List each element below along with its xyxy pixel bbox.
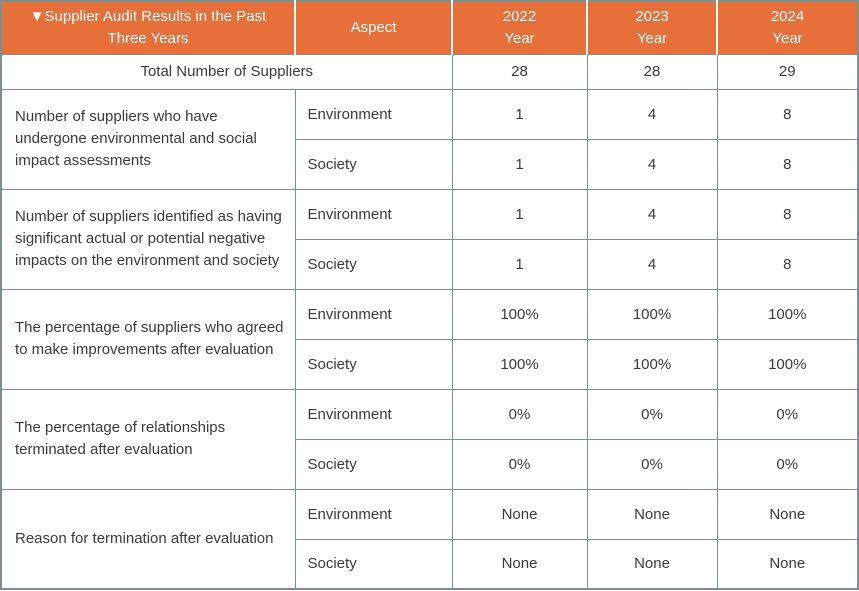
table-row-assessments-society: Society 1 4 8 — [1, 138, 859, 190]
value-cell: 0% — [451, 438, 588, 490]
value-cell: None — [451, 538, 588, 590]
table-title-header: ▼Supplier Audit Results in the Past Thre… — [1, 1, 295, 55]
value-cell: 4 — [586, 238, 718, 290]
table-row-terminated-society: Society 0% 0% 0% — [1, 438, 859, 490]
aspect-cell-environment: Environment — [294, 88, 453, 140]
table-row-termination-reason-environment: Reason for termination after evaluation … — [0, 488, 859, 590]
aspect-cell-environment: Environment — [294, 388, 453, 440]
total-2023-value: 28 — [586, 53, 718, 90]
year-2023-column-header: 2023 Year — [586, 1, 717, 55]
aspect-cell-society: Society — [294, 238, 453, 290]
year-2024-column-header: 2024 Year — [716, 1, 858, 55]
total-suppliers-row: Total Number of Suppliers 28 28 29 — [0, 53, 859, 90]
value-cell: 0% — [586, 438, 718, 490]
aspect-cell-environment: Environment — [294, 288, 453, 340]
value-cell: None — [586, 488, 718, 540]
total-2022-value: 28 — [451, 53, 588, 90]
header-row: ▼Supplier Audit Results in the Past Thre… — [1, 1, 858, 55]
value-cell: 0% — [716, 438, 859, 490]
aspect-cell-environment: Environment — [294, 488, 453, 540]
value-cell: 1 — [451, 238, 588, 290]
value-cell: 1 — [451, 188, 588, 240]
row-description-termination-reason: Reason for termination after evaluation — [0, 488, 296, 590]
value-cell: 100% — [586, 338, 718, 390]
total-suppliers-label: Total Number of Suppliers — [0, 53, 453, 90]
value-cell: None — [451, 488, 588, 540]
value-cell: 100% — [451, 338, 588, 390]
aspect-cell-environment: Environment — [294, 188, 453, 240]
table-row-improvements-environment: The percentage of suppliers who agreed t… — [0, 288, 859, 390]
row-description-negative-impacts: Number of suppliers identified as having… — [0, 188, 296, 290]
value-cell: None — [716, 488, 859, 540]
total-2024-value: 29 — [716, 53, 859, 90]
table-row-assessments-environment: Number of suppliers who have undergone e… — [0, 88, 859, 190]
value-cell: 8 — [716, 238, 859, 290]
value-cell: 4 — [586, 188, 718, 240]
row-description-terminated: The percentage of relationships terminat… — [0, 388, 296, 490]
value-cell: 8 — [716, 188, 859, 240]
value-cell: 1 — [451, 88, 588, 140]
row-description-improvements: The percentage of suppliers who agreed t… — [0, 288, 296, 390]
aspect-cell-society: Society — [294, 338, 453, 390]
table-header: ▼Supplier Audit Results in the Past Thre… — [1, 1, 858, 55]
table-row-negative-impacts-environment: Number of suppliers identified as having… — [0, 188, 859, 290]
aspect-cell-society: Society — [294, 438, 453, 490]
value-cell: 0% — [451, 388, 588, 440]
value-cell: 0% — [586, 388, 718, 440]
table-row-termination-reason-society: Society None None None — [1, 538, 859, 590]
aspect-cell-society: Society — [294, 138, 453, 190]
value-cell: 1 — [451, 138, 588, 190]
year-2022-column-header: 2022 Year — [451, 1, 587, 55]
value-cell: 100% — [716, 288, 859, 340]
value-cell: None — [716, 538, 859, 590]
aspect-column-header: Aspect — [294, 1, 452, 55]
value-cell: 4 — [586, 138, 718, 190]
value-cell: 100% — [716, 338, 859, 390]
table-body: Total Number of Suppliers 28 28 29 Numbe… — [0, 53, 859, 590]
value-cell: 4 — [586, 88, 718, 140]
table-row-terminated-environment: The percentage of relationships terminat… — [0, 388, 859, 490]
value-cell: 8 — [716, 138, 859, 190]
value-cell: 0% — [716, 388, 859, 440]
value-cell: 100% — [451, 288, 588, 340]
value-cell: None — [586, 538, 718, 590]
value-cell: 8 — [716, 88, 859, 140]
row-description-assessments: Number of suppliers who have undergone e… — [0, 88, 296, 190]
value-cell: 100% — [586, 288, 718, 340]
aspect-cell-society: Society — [294, 538, 453, 590]
